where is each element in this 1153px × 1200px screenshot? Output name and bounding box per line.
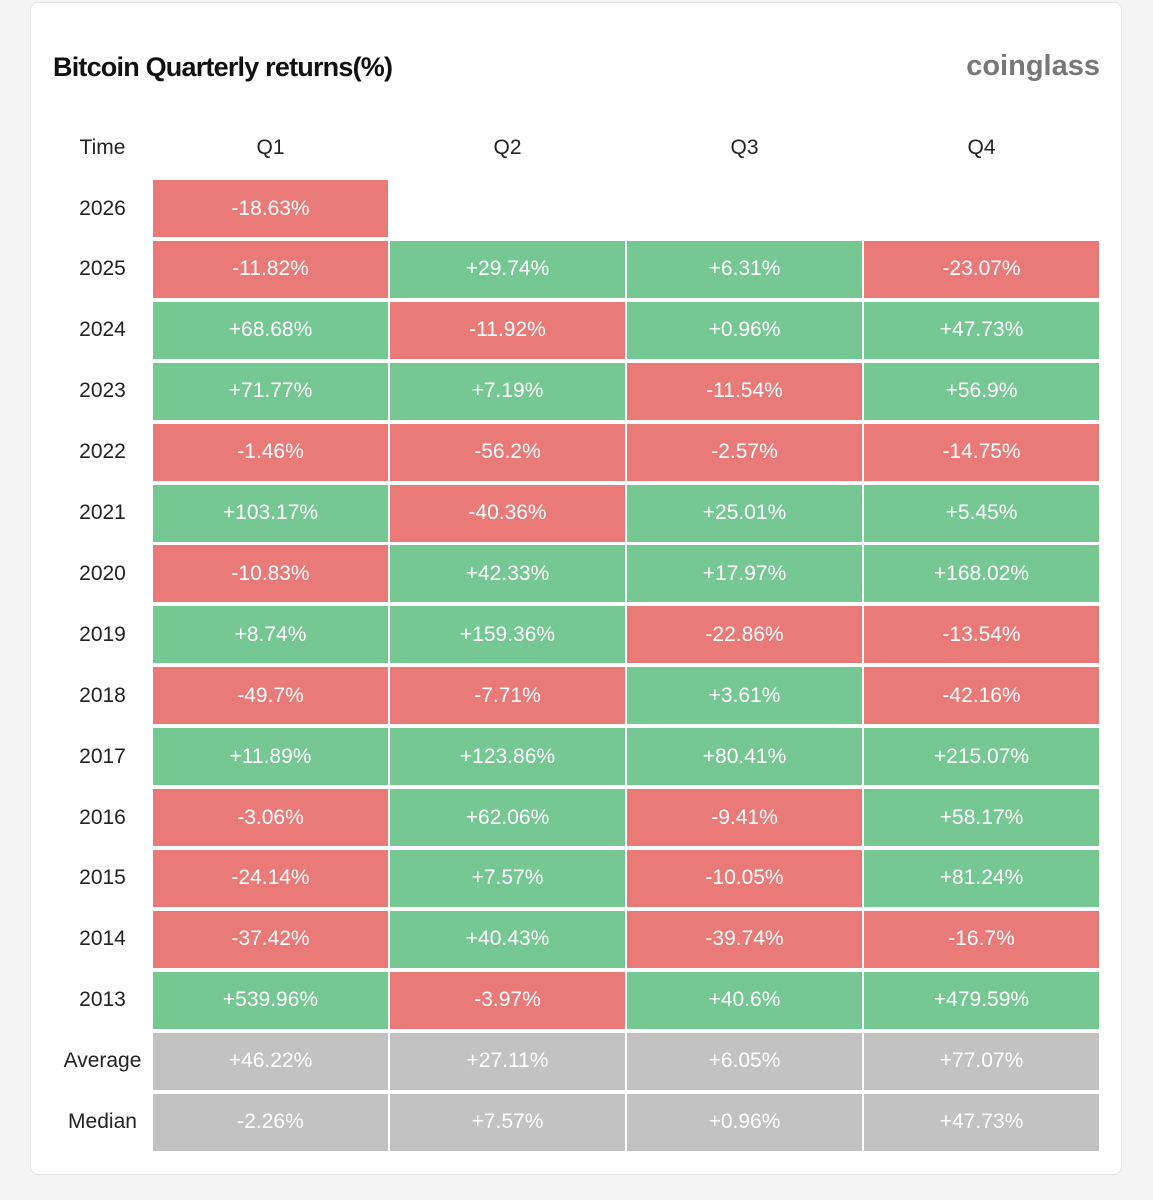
return-cell: +168.02%	[864, 545, 1099, 603]
summary-cell: +0.96%	[627, 1093, 862, 1151]
year-label: 2024	[79, 318, 126, 342]
summary-label: Median	[68, 1110, 137, 1133]
return-cell: -3.97%	[390, 971, 625, 1029]
column-header: Q4	[967, 135, 996, 159]
return-cell: -18.63%	[153, 180, 388, 237]
return-cell: -7.71%	[390, 667, 625, 725]
return-cell: +11.89%	[153, 728, 388, 786]
return-cell: +40.43%	[390, 910, 625, 968]
return-cell: +80.41%	[627, 728, 862, 786]
year-label: 2022	[79, 440, 126, 464]
summary-cell: +77.07%	[864, 1032, 1099, 1090]
return-cell: +215.07%	[864, 728, 1099, 786]
return-cell: +40.6%	[627, 971, 862, 1029]
return-cell: +29.74%	[390, 240, 625, 298]
return-cell: +42.33%	[390, 545, 625, 603]
return-cell: +103.17%	[153, 484, 388, 542]
title: Bitcoin Quarterly returns(%)	[53, 52, 393, 82]
return-cell: -56.2%	[390, 423, 625, 481]
return-cell: +58.17%	[864, 789, 1099, 846]
return-cell: +159.36%	[390, 606, 625, 664]
return-cell: +62.06%	[390, 789, 625, 846]
summary-label: Average	[63, 1049, 142, 1073]
return-cell: -14.75%	[864, 423, 1099, 481]
summary-cell: +6.05%	[627, 1032, 862, 1090]
year-label: 2025	[79, 257, 126, 281]
return-cell: +71.77%	[153, 362, 388, 420]
year-label: 2019	[79, 622, 126, 646]
year-label: 2014	[79, 927, 126, 951]
return-cell: +0.96%	[627, 301, 862, 359]
return-cell: -11.92%	[390, 301, 625, 359]
return-cell: -42.16%	[864, 667, 1099, 725]
column-header: Q2	[493, 135, 522, 159]
return-cell: -9.41%	[627, 789, 862, 846]
return-cell: -23.07%	[864, 240, 1099, 298]
column-header: Q1	[256, 135, 285, 159]
return-cell: -10.83%	[153, 545, 388, 603]
return-cell: +17.97%	[627, 545, 862, 603]
year-label: 2023	[79, 379, 126, 403]
return-cell: -40.36%	[390, 484, 625, 542]
year-label: 2015	[79, 866, 126, 890]
return-cell: -11.82%	[153, 240, 388, 298]
column-header: Q3	[730, 135, 759, 159]
return-cell: +479.59%	[864, 971, 1099, 1029]
return-cell: +123.86%	[390, 728, 625, 786]
year-label: 2021	[79, 501, 126, 524]
return-cell: -49.7%	[153, 667, 388, 725]
return-cell: -3.06%	[153, 789, 388, 846]
return-cell: +81.24%	[864, 849, 1099, 907]
return-cell: -2.57%	[627, 423, 862, 481]
summary-cell: +27.11%	[390, 1032, 625, 1090]
return-cell: -39.74%	[627, 910, 862, 968]
year-label: 2018	[79, 683, 126, 707]
return-cell: +47.73%	[864, 301, 1099, 359]
return-cell: +7.19%	[390, 362, 625, 420]
return-cell: -16.7%	[864, 910, 1099, 968]
summary-cell: +7.57%	[390, 1093, 625, 1151]
year-label: 2017	[79, 744, 126, 768]
year-label: 2016	[79, 805, 126, 829]
return-cell: -11.54%	[627, 362, 862, 420]
summary-cell: -2.26%	[153, 1093, 388, 1151]
year-label: 2013	[79, 988, 126, 1012]
return-cell: +56.9%	[864, 362, 1099, 420]
year-label: 2026	[79, 196, 126, 220]
return-cell: +8.74%	[153, 606, 388, 664]
summary-cell: +46.22%	[153, 1032, 388, 1090]
brand-logo: coinglass	[966, 50, 1100, 82]
return-cell: +3.61%	[627, 667, 862, 725]
return-cell: -13.54%	[864, 606, 1099, 664]
return-cell: +5.45%	[864, 484, 1099, 542]
return-cell: +6.31%	[627, 240, 862, 298]
return-cell: +25.01%	[627, 484, 862, 542]
year-label: 2020	[79, 561, 126, 585]
return-cell: -22.86%	[627, 606, 862, 664]
return-cell: -37.42%	[153, 910, 388, 968]
return-cell: -24.14%	[153, 849, 388, 907]
return-cell: -10.05%	[627, 849, 862, 907]
column-header: Time	[79, 135, 126, 159]
return-cell: +68.68%	[153, 301, 388, 359]
return-cell: -1.46%	[153, 423, 388, 481]
return-cell: +7.57%	[390, 849, 625, 907]
return-cell: +539.96%	[153, 971, 388, 1029]
summary-cell: +47.73%	[864, 1093, 1099, 1151]
